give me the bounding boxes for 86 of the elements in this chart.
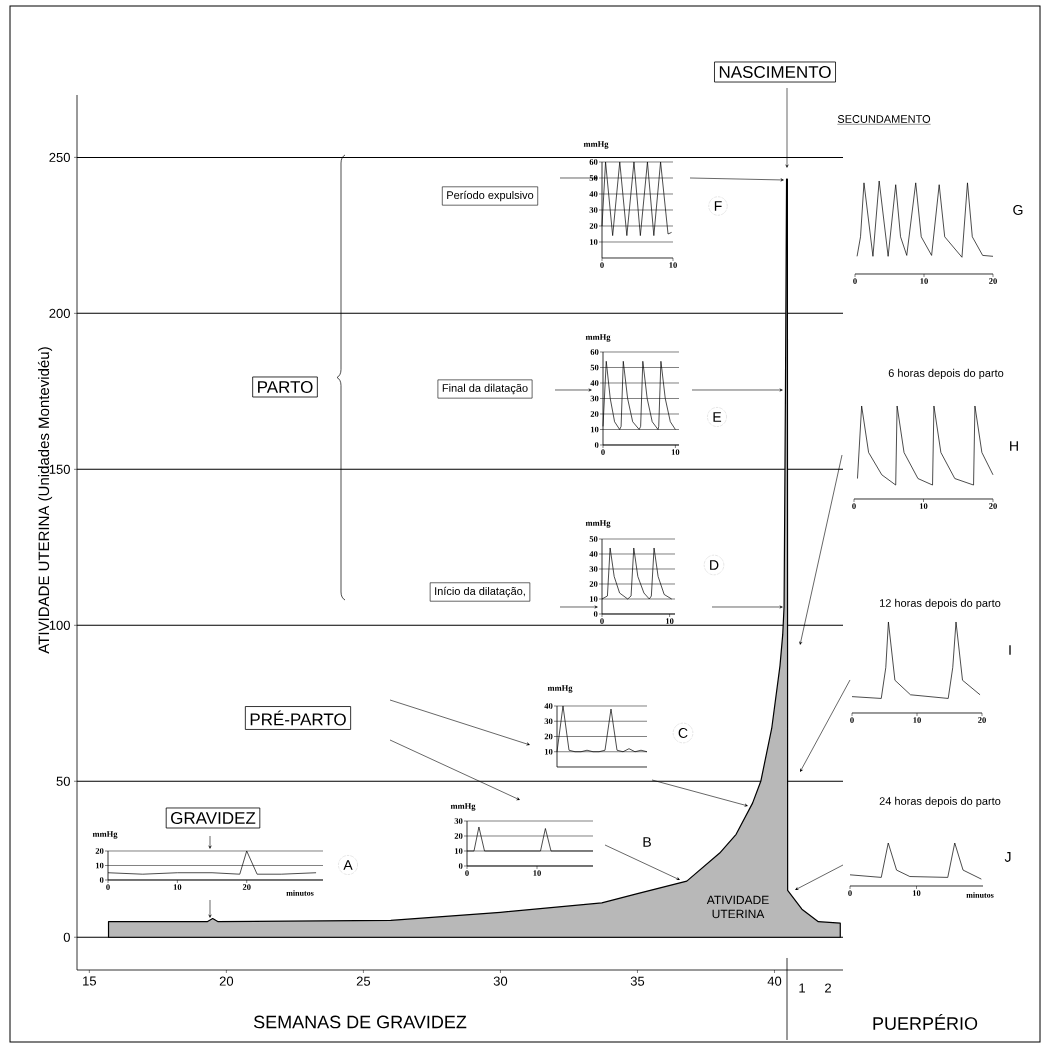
x-axis-title: minutos [286,890,314,896]
y-tick-label: 10 [95,862,104,869]
y-tick-label: 0 [593,611,598,617]
x-tick-label: 20 [242,884,251,890]
y-tick-label: 0 [99,877,104,883]
y-tick-label: 200 [49,308,70,318]
y-tick-label: 0 [594,442,599,448]
chart-title: 6 horas depois do parto [888,368,1004,380]
y-tick-label: 50 [589,536,598,542]
annotation: PRÉ-PARTO [250,710,346,726]
y-tick-label: 30 [590,395,599,402]
x-tick-label: 20 [978,717,986,723]
text: I [1009,645,1011,655]
x-tick-label: 0 [853,278,857,284]
text: NASCIMENTO [719,65,831,79]
y-axis-title: mmHg [585,334,611,342]
annotation: D [710,560,719,570]
y-tick-label: 20 [590,411,599,417]
x-axis-title: SEMANAS DE GRAVIDEZ [253,1015,467,1029]
y-tick-label: 20 [589,581,598,587]
annotation: B [643,837,651,847]
text: H [1010,441,1018,451]
y-tick-label: 10 [454,848,463,854]
y-tick-label: 50 [589,175,598,181]
x-tick-label: 10 [173,884,182,890]
y-tick-label: 20 [454,833,463,839]
x-tick-label: 10 [919,503,928,509]
annotation: PARTO [258,380,313,394]
y-axis-title: mmHg [450,803,476,811]
y-tick-label: 30 [589,207,598,213]
x-tick-label: 10 [920,278,928,284]
y-tick-label: 20 [544,733,553,740]
annotation: Início da dilatação, [435,586,525,598]
x-tick-label: 0 [850,717,854,723]
annotation: ATIVIDADE UTERINA [706,895,769,919]
x-tick-label: 25 [356,976,371,986]
x-tick-label: 35 [630,976,645,986]
x-tick-label: 15 [83,976,97,986]
x-tick-label: 40 [767,976,782,986]
y-tick-label: 10 [544,748,553,755]
x-tick-label: 0 [106,884,110,890]
chart-title: 24 horas depois do parto [879,796,1001,808]
annotation: Final da dilatação [442,383,528,395]
y-tick-label: 60 [590,349,599,355]
text: G [1013,205,1023,215]
text: 1 [799,983,805,993]
x-tick-label: 30 [493,976,508,986]
y-tick-label: 50 [56,776,70,786]
y-tick-label: 250 [49,152,70,162]
annotation: C [678,728,688,738]
x-axis-title: minutos [966,892,994,898]
y-axis-title: mmHg [585,520,611,528]
y-tick-label: 20 [95,848,104,854]
y-tick-label: 0 [458,863,463,869]
y-tick-label: 20 [589,223,598,229]
annotation: F [714,201,722,211]
y-tick-label: 30 [589,566,598,572]
text: 2 [825,983,831,993]
chart-title: SECUNDAMENTO [837,115,931,123]
x-tick-label: 10 [913,717,921,723]
y-tick-label: 0 [63,932,70,942]
y-tick-label: 10 [590,426,599,433]
x-tick-label: 0 [852,503,856,509]
y-axis-title: mmHg [583,141,609,149]
x-tick-label: 20 [219,976,234,986]
y-tick-label: 40 [544,703,553,709]
text: J [1004,852,1011,862]
y-tick-label: 100 [49,620,70,630]
annotation: E [713,412,722,422]
y-axis-title: mmHg [92,831,118,839]
y-tick-label: 40 [590,380,599,386]
y-tick-label: 40 [589,551,598,557]
y-tick-label: 50 [590,364,599,371]
y-tick-label: 40 [589,191,598,197]
annotation: A [343,860,353,870]
chart-title: 12 horas depois do parto [879,598,1001,610]
y-tick-label: 60 [589,159,598,165]
y-tick-label: 30 [454,818,463,824]
y-axis-title: mmHg [547,685,573,693]
y-tick-label: 10 [589,239,598,245]
x-tick-label: 20 [989,278,997,284]
text: PUERPÉRIO [873,1014,978,1030]
annotation: GRAVIDEZ [171,811,256,825]
x-tick-label: 20 [989,503,997,509]
annotation: Período expulsivo [447,190,534,202]
y-tick-label: 10 [589,596,598,602]
